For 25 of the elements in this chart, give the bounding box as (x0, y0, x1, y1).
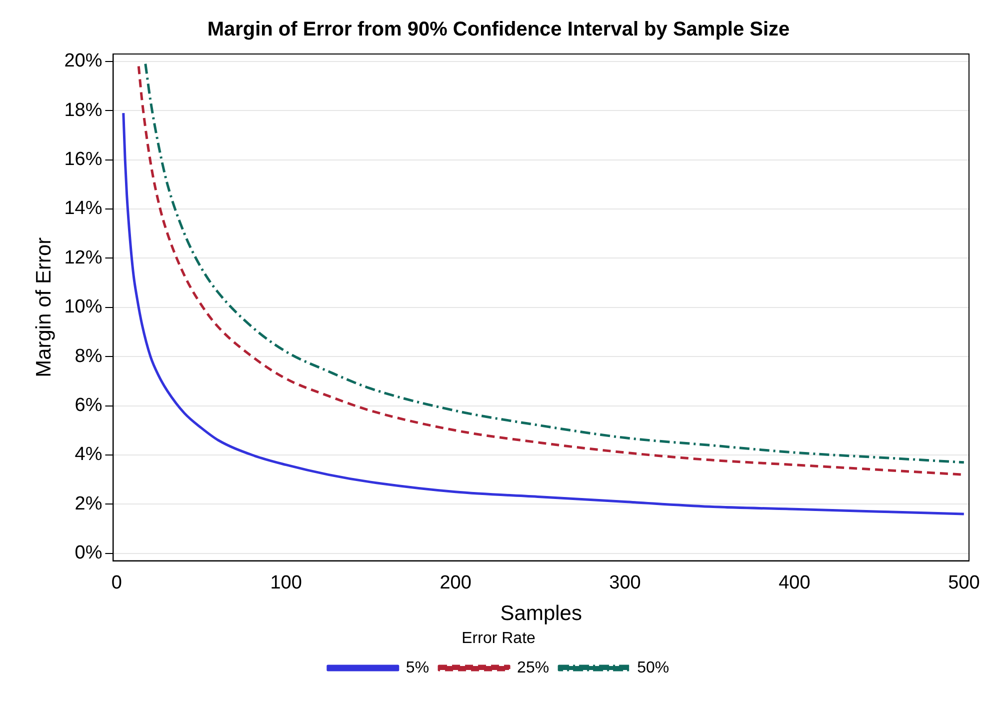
y-tick-label: 20% (64, 50, 102, 72)
legend-label: 5% (406, 659, 430, 676)
line-series (122, 112, 966, 516)
y-tick-label: 8% (74, 346, 102, 367)
x-tick-label: 300 (609, 572, 641, 594)
y-tick-label: 14% (64, 198, 102, 220)
x-tick-label: 400 (778, 572, 810, 594)
y-tick-label: 6% (74, 395, 102, 416)
y-tick-label: 16% (64, 149, 102, 170)
x-tick-label: 0 (111, 572, 122, 594)
legend-title: Error Rate (462, 630, 536, 648)
legend-label: 25% (517, 659, 550, 676)
y-tick-label: 4% (74, 444, 102, 466)
chart-title: Margin of Error from 90% Confidence Interval by Sample Size (207, 18, 790, 41)
y-tick-label: 12% (64, 247, 102, 268)
y-tick-label: 10% (64, 296, 102, 318)
legend-label: 50% (637, 659, 670, 676)
x-axis-title: Samples (500, 602, 582, 625)
x-tick-label: 100 (270, 572, 302, 594)
y-tick-label: 18% (64, 100, 102, 121)
y-tick-label: 2% (74, 493, 102, 514)
y-axis-title: Margin of Error (32, 237, 56, 378)
y-tick-label: 0% (74, 542, 102, 564)
x-tick-label: 200 (440, 572, 472, 594)
x-tick-label: 500 (948, 572, 980, 594)
